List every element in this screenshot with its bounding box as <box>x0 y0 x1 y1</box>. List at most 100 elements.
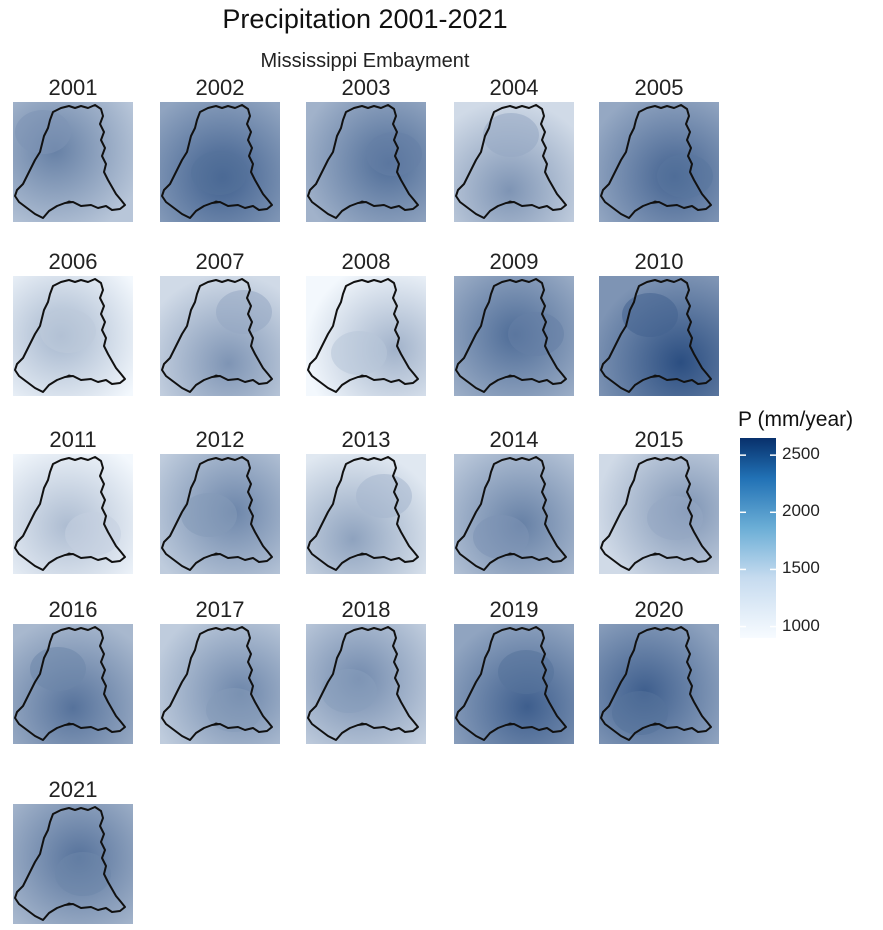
inner-boundary <box>650 552 668 559</box>
inner-boundary <box>650 722 668 729</box>
precipitation-map <box>306 454 426 574</box>
precipitation-patch <box>366 132 422 176</box>
panel-year-label: 2013 <box>341 427 391 452</box>
inner-boundary <box>505 200 523 207</box>
embayment-boundary <box>600 626 712 741</box>
legend-title: P (mm/year) <box>738 408 854 431</box>
inner-boundary <box>505 374 523 381</box>
legend-tick-label: 2000 <box>782 501 820 521</box>
small-multiples-grid: 2001 2002 2003 2004 2005 2006 2007 2008 2009 2010… <box>13 75 719 924</box>
precipitation-map <box>13 102 133 222</box>
embayment-boundary <box>14 104 126 219</box>
panel-year-label: 2002 <box>195 75 245 100</box>
precipitation-patch <box>483 113 539 157</box>
precipitation-patch <box>191 151 247 195</box>
precipitation-map <box>306 102 426 222</box>
panel-year-label: 2007 <box>195 249 245 274</box>
inner-boundary <box>357 200 375 207</box>
embayment-boundary <box>455 278 567 393</box>
precipitation-field <box>599 276 719 396</box>
precipitation-map <box>160 624 280 744</box>
inner-boundary <box>357 552 375 559</box>
panel-year-label: 2020 <box>634 597 684 622</box>
precipitation-map <box>599 102 719 222</box>
precipitation-patch <box>331 331 387 375</box>
precipitation-patch <box>622 293 678 337</box>
inner-boundary <box>211 552 229 559</box>
inner-boundary <box>357 722 375 729</box>
panel-year-label: 2019 <box>489 597 539 622</box>
inner-boundary <box>64 200 82 207</box>
embayment-boundary <box>14 278 126 393</box>
precipitation-patch <box>65 512 121 556</box>
precipitation-map <box>454 624 574 744</box>
precipitation-patch <box>181 493 237 537</box>
precipitation-map <box>599 454 719 574</box>
embayment-boundary <box>307 456 419 571</box>
legend-colorbar <box>740 438 776 638</box>
panel-year-label: 2021 <box>48 777 98 802</box>
inner-boundary <box>64 552 82 559</box>
panel-year-label: 2004 <box>489 75 539 100</box>
precipitation-patch <box>321 669 377 713</box>
map-title: Precipitation 2001-2021 <box>222 4 508 34</box>
precipitation-map <box>13 276 133 396</box>
precipitation-map <box>13 624 133 744</box>
legend-tick-label: 1000 <box>782 615 820 635</box>
panel-year-label: 2018 <box>341 597 391 622</box>
panel-year-label: 2003 <box>341 75 391 100</box>
panel-year-label: 2010 <box>634 249 684 274</box>
precipitation-map <box>160 454 280 574</box>
inner-boundary <box>505 552 523 559</box>
panel-year-label: 2006 <box>48 249 98 274</box>
panel-year-label: 2009 <box>489 249 539 274</box>
embayment-boundary <box>14 456 126 571</box>
embayment-boundary <box>600 278 712 393</box>
inner-boundary <box>650 374 668 381</box>
precipitation-field <box>160 276 280 396</box>
inner-boundary <box>211 722 229 729</box>
precipitation-map <box>160 276 280 396</box>
precipitation-map <box>454 454 574 574</box>
inner-boundary <box>650 200 668 207</box>
precipitation-patch <box>216 290 272 334</box>
precipitation-patch <box>508 312 564 356</box>
embayment-boundary <box>14 626 126 741</box>
precipitation-patch <box>657 154 713 198</box>
embayment-boundary <box>307 104 419 219</box>
inner-boundary <box>505 722 523 729</box>
embayment-boundary <box>161 278 273 393</box>
legend-tick-label: 1500 <box>782 558 820 578</box>
embayment-boundary <box>307 278 419 393</box>
embayment-boundary <box>307 626 419 741</box>
embayment-boundary <box>600 104 712 219</box>
panel-year-label: 2015 <box>634 427 684 452</box>
inner-boundary <box>211 200 229 207</box>
embayment-boundary <box>455 626 567 741</box>
panel-year-label: 2014 <box>489 427 539 452</box>
embayment-boundary <box>14 806 126 921</box>
precipitation-patch <box>498 650 554 694</box>
precipitation-map <box>454 102 574 222</box>
embayment-boundary <box>455 104 567 219</box>
panel-year-label: 2012 <box>195 427 245 452</box>
precipitation-map <box>13 454 133 574</box>
precipitation-map <box>599 624 719 744</box>
inner-boundary <box>64 722 82 729</box>
precipitation-patch <box>15 110 71 154</box>
precipitation-field <box>13 454 133 574</box>
precipitation-map <box>13 804 133 924</box>
panel-year-label: 2011 <box>49 427 97 452</box>
panel-year-label: 2017 <box>195 597 245 622</box>
precipitation-patch <box>55 852 111 896</box>
inner-boundary <box>64 374 82 381</box>
inner-boundary <box>357 374 375 381</box>
precipitation-map <box>599 276 719 396</box>
embayment-boundary <box>161 456 273 571</box>
legend-tick-label: 2500 <box>782 444 820 464</box>
embayment-boundary <box>161 626 273 741</box>
embayment-boundary <box>455 456 567 571</box>
precipitation-map <box>306 624 426 744</box>
inner-boundary <box>211 374 229 381</box>
precipitation-map <box>454 276 574 396</box>
